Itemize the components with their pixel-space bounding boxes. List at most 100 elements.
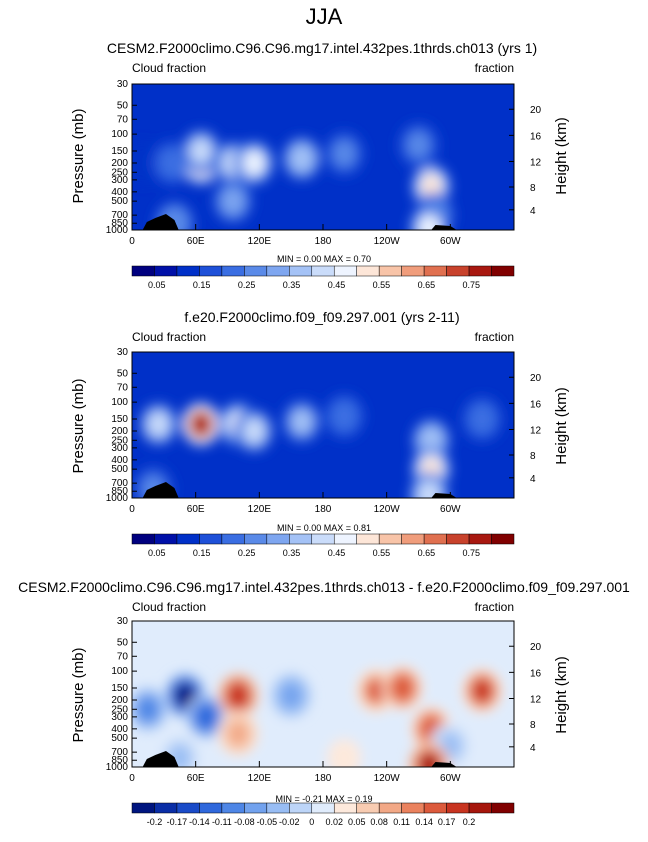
contour-blob bbox=[408, 133, 429, 157]
colorbar-swatch bbox=[401, 265, 425, 277]
colorbar-swatch bbox=[491, 802, 515, 814]
y-tick-label: 150 bbox=[111, 146, 128, 157]
colorbar-label: 0.55 bbox=[373, 548, 391, 558]
x-tick-label: 60E bbox=[187, 236, 205, 247]
x-tick-label: 180 bbox=[315, 236, 332, 247]
y-tick-label: 100 bbox=[111, 397, 128, 408]
colorbar-label: 0.05 bbox=[348, 817, 366, 827]
y2-tick-label: 20 bbox=[530, 642, 542, 653]
colorbar-swatch bbox=[199, 533, 223, 545]
right-label: fraction bbox=[475, 61, 514, 75]
y-tick-label: 850 bbox=[111, 486, 128, 497]
contour-blob bbox=[223, 189, 243, 213]
colorbar-swatch bbox=[131, 533, 155, 545]
colorbar-swatch bbox=[356, 265, 380, 277]
colorbar-swatch bbox=[423, 533, 447, 545]
colorbar-swatch bbox=[423, 802, 447, 814]
contour-blob bbox=[292, 409, 312, 434]
y-tick-label: 1000 bbox=[106, 493, 129, 504]
y2-tick-label: 16 bbox=[530, 131, 542, 142]
colorbar-swatch bbox=[289, 802, 313, 814]
colorbar-label: 0.17 bbox=[438, 817, 456, 827]
y-tick-label: 70 bbox=[117, 114, 129, 125]
y-tick-label: 50 bbox=[117, 100, 129, 111]
y-tick-label: 200 bbox=[111, 695, 128, 706]
contour-blob bbox=[419, 216, 439, 230]
y-tick-label: 400 bbox=[111, 724, 128, 735]
colorbar-swatch bbox=[266, 802, 290, 814]
y2-tick-label: 12 bbox=[530, 426, 542, 437]
colorbar-label: 0.45 bbox=[328, 548, 346, 558]
y-tick-label: 500 bbox=[111, 733, 128, 744]
colorbar-swatch bbox=[131, 265, 155, 277]
y-tick-label: 300 bbox=[111, 175, 128, 186]
x-tick-label: 60W bbox=[440, 236, 461, 247]
panel-2: f.e20.F2000climo.f09_f09.297.001 (yrs 2-… bbox=[70, 309, 570, 558]
y-tick-label: 50 bbox=[117, 637, 129, 648]
colorbar-swatch bbox=[221, 533, 245, 545]
colorbar-label: 0.15 bbox=[193, 280, 211, 290]
x-tick-label: 0 bbox=[129, 773, 135, 784]
y2-tick-label: 16 bbox=[530, 668, 542, 679]
x-tick-label: 0 bbox=[129, 504, 135, 515]
x-tick-label: 120W bbox=[374, 236, 401, 247]
y-tick-label: 70 bbox=[117, 382, 129, 393]
colorbar-label: 0.75 bbox=[463, 548, 481, 558]
colorbar-swatch bbox=[446, 265, 470, 277]
colorbar-swatch bbox=[244, 802, 268, 814]
y-tick-label: 150 bbox=[111, 414, 128, 425]
colorbar-swatch bbox=[154, 265, 178, 277]
x-tick-label: 60E bbox=[187, 773, 205, 784]
colorbar-swatch bbox=[266, 265, 290, 277]
right-label: fraction bbox=[475, 330, 514, 344]
colorbar-label: 0.45 bbox=[328, 280, 346, 290]
colorbar-label: 0.15 bbox=[193, 548, 211, 558]
colorbar-swatch bbox=[468, 533, 492, 545]
x-tick-label: 60W bbox=[440, 504, 461, 515]
y-tick-label: 30 bbox=[117, 616, 129, 627]
y-tick-label: 200 bbox=[111, 158, 128, 169]
colorbar-swatch bbox=[199, 265, 223, 277]
colorbar-label: 0.11 bbox=[393, 817, 410, 827]
contour-blob bbox=[472, 407, 492, 431]
colorbar-swatch bbox=[199, 802, 223, 814]
y-tick-label: 850 bbox=[111, 218, 128, 229]
season-title: JJA bbox=[306, 4, 343, 29]
x-tick-label: 0 bbox=[129, 236, 135, 247]
colorbar-swatch bbox=[446, 533, 470, 545]
colorbar-swatch bbox=[333, 802, 357, 814]
colorbar-label: 0.35 bbox=[283, 548, 301, 558]
y-tick-label: 150 bbox=[111, 683, 128, 694]
panel-3: CESM2.F2000climo.C96.C96.mg17.intel.432p… bbox=[18, 579, 630, 827]
y-tick-label: 700 bbox=[111, 478, 128, 489]
colorbar-swatch bbox=[244, 533, 268, 545]
panel-1: CESM2.F2000climo.C96.C96.mg17.intel.432p… bbox=[70, 40, 570, 290]
colorbar-swatch bbox=[176, 533, 200, 545]
y-tick-label: 100 bbox=[111, 129, 128, 140]
heatmap-field bbox=[132, 84, 514, 230]
colorbar-label: -0.17 bbox=[167, 817, 188, 827]
colorbar-swatch bbox=[289, 533, 313, 545]
colorbar-label: 0.55 bbox=[373, 280, 391, 290]
colorbar-label: 0.08 bbox=[370, 817, 388, 827]
colorbar-swatch bbox=[401, 533, 425, 545]
colorbar-label: 0.65 bbox=[418, 548, 436, 558]
contour-blob bbox=[196, 705, 216, 729]
y2-tick-label: 12 bbox=[530, 695, 542, 706]
contour-blob bbox=[392, 676, 413, 700]
y-tick-label: 500 bbox=[111, 196, 128, 207]
colorbar-swatch bbox=[378, 533, 402, 545]
colorbar-swatch bbox=[423, 265, 447, 277]
contour-blob bbox=[421, 174, 441, 198]
right-label: fraction bbox=[475, 600, 514, 614]
contour-blob bbox=[228, 722, 248, 746]
contour-blob bbox=[162, 151, 182, 175]
y2-tick-label: 4 bbox=[530, 474, 536, 485]
colorbar-swatch bbox=[491, 533, 515, 545]
left-label: Cloud fraction bbox=[132, 61, 206, 75]
y-tick-label: 700 bbox=[111, 747, 128, 758]
colorbar-swatch bbox=[356, 533, 380, 545]
colorbar-label: 0.75 bbox=[463, 280, 481, 290]
y-tick-label: 30 bbox=[117, 347, 129, 358]
